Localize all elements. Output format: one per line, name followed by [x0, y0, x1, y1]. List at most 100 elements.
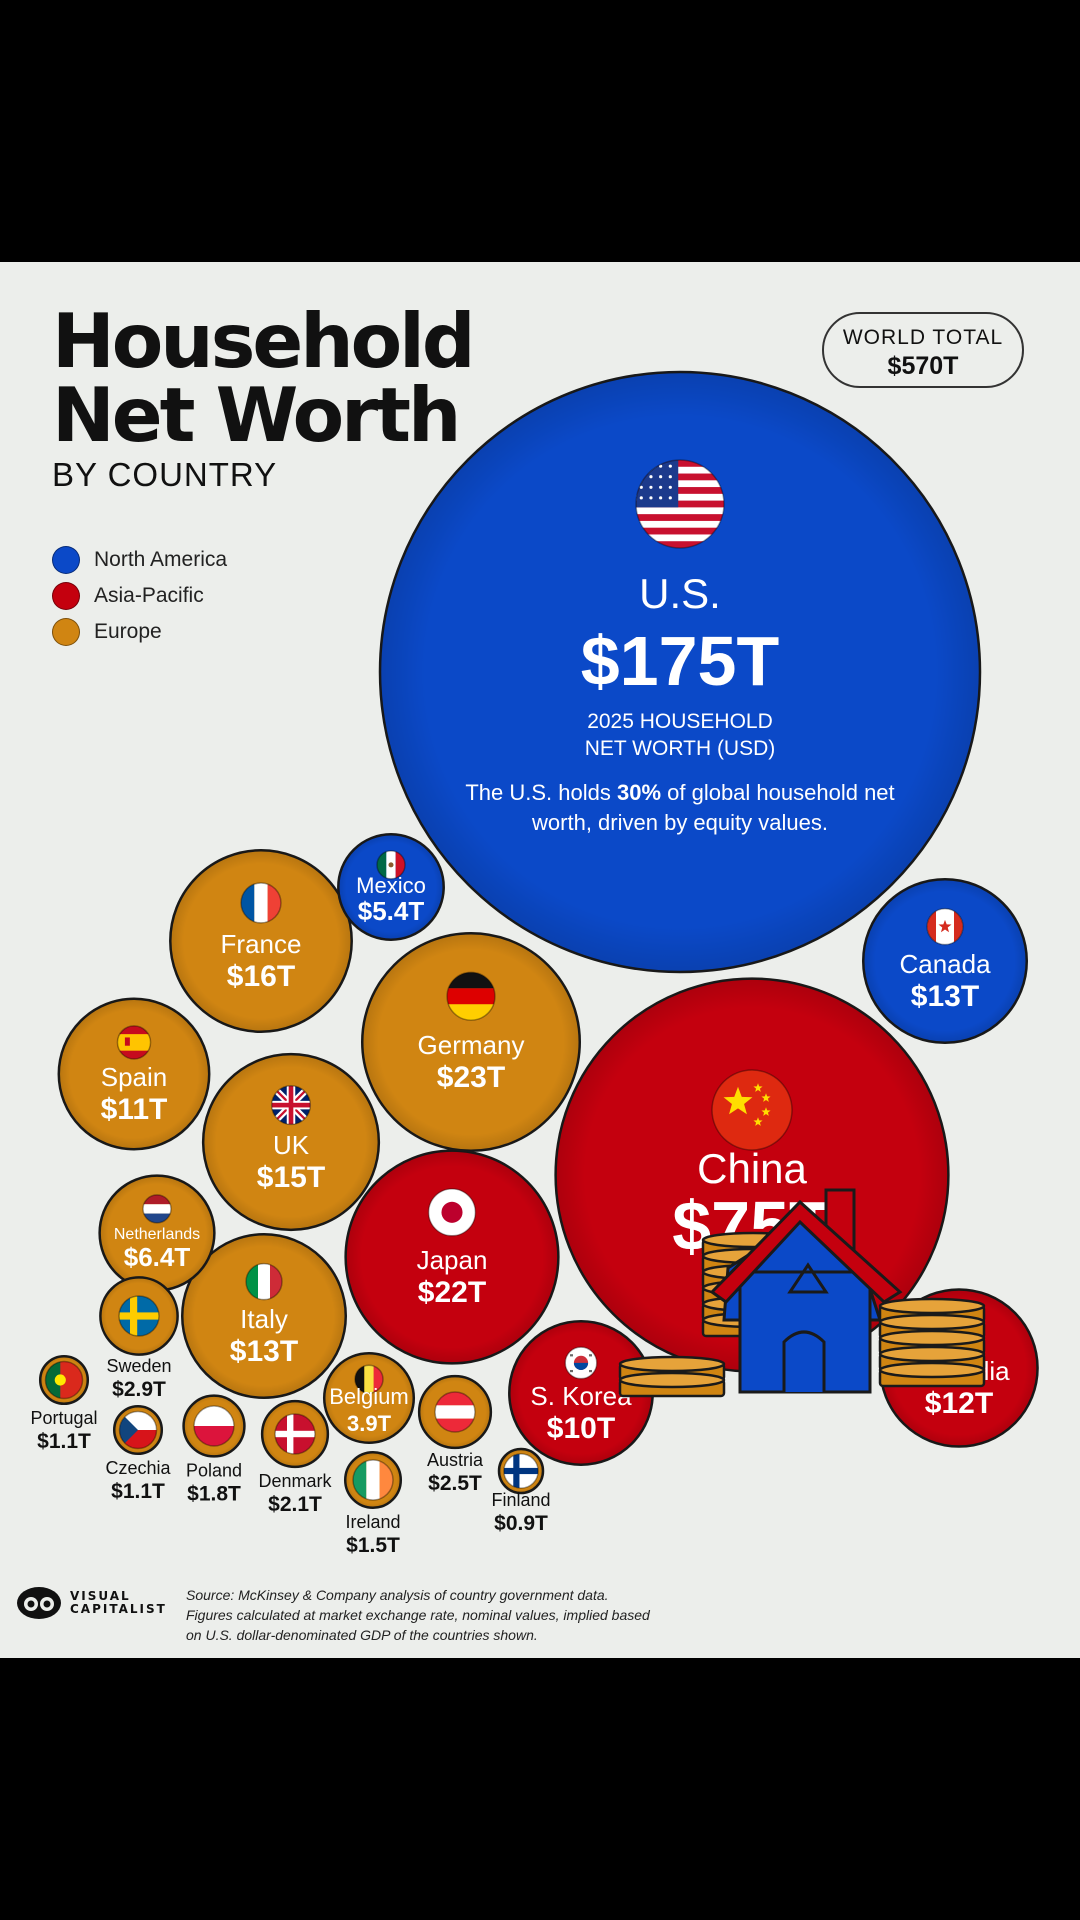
bubble-spain: Spain$11T — [57, 997, 211, 1151]
us-caption-line-1: 2025 HOUSEHOLD — [587, 710, 773, 733]
bubble-label-value: $1.5T — [346, 1534, 400, 1557]
world-total-label: WORLD TOTAL — [842, 326, 1004, 349]
title-line-2: Net Worth — [52, 371, 461, 459]
bubble-label-country: China — [697, 1145, 807, 1192]
infographic-canvas: U.S. $175T 2025 HOUSEHOLD NET WORTH (USD) Ch… — [0, 262, 1080, 1658]
sweden-flag-icon — [118, 1295, 160, 1337]
bubble-label-value: $2.5T — [428, 1472, 482, 1495]
bubble-label-value: $2.9T — [112, 1378, 166, 1401]
italy-flag-icon — [245, 1262, 283, 1301]
bubble-label-value: $12T — [925, 1387, 993, 1420]
logo-word-1: VISUAL — [70, 1589, 131, 1603]
us-note-highlight: 30% — [616, 780, 662, 805]
bubble-label-country: Poland — [186, 1460, 242, 1480]
bubble-label-country: Sweden — [106, 1356, 171, 1376]
bubble-label-value: $13T — [230, 1335, 298, 1368]
legend-item-north-america: North America — [52, 542, 227, 578]
bubble-denmark: Denmark$2.1T — [258, 1399, 333, 1516]
legend-label: North America — [94, 548, 228, 571]
bubble-netherlands: Netherlands$6.4T — [98, 1174, 216, 1292]
bubble-label-country: Netherlands — [114, 1226, 200, 1243]
bubble-label-country: U.S. — [639, 570, 721, 617]
legend-item-europe: Europe — [52, 614, 227, 650]
bubble-finland: Finland$0.9T — [491, 1447, 551, 1535]
bubble-label-country: Portugal — [30, 1408, 97, 1428]
bubble-label-value: 3.9T — [347, 1411, 392, 1436]
logo-wordmark: VISUAL CAPITALIST — [70, 1590, 167, 1616]
canada-flag-icon — [926, 907, 964, 946]
bubble-label-value: $175T — [581, 622, 779, 700]
legend-label: Europe — [94, 620, 162, 643]
page-subtitle: BY COUNTRY — [52, 456, 278, 493]
world-total-value: $570T — [887, 352, 959, 380]
denmark-flag-icon — [274, 1413, 316, 1455]
bubble-portugal: Portugal$1.1T — [30, 1354, 98, 1453]
bubble-label-country: UK — [273, 1130, 310, 1160]
legend-swatch — [52, 618, 80, 646]
bubble-label-value: $0.9T — [494, 1512, 548, 1535]
bubble-label-value: $13T — [911, 980, 979, 1013]
bubble-mexico: Mexico$5.4T — [337, 833, 445, 941]
uk-flag-icon — [270, 1085, 312, 1126]
belgium-flag-icon — [354, 1364, 384, 1394]
bubble-austria: Austria$2.5T — [417, 1374, 493, 1495]
mexico-flag-icon — [376, 850, 406, 880]
us-caption-line-2: NET WORTH (USD) — [585, 737, 776, 760]
visual-capitalist-logo: VISUAL CAPITALIST — [16, 1586, 167, 1620]
bubble-label-value: $6.4T — [124, 1242, 191, 1272]
logo-word-2: CAPITALIST — [70, 1602, 167, 1616]
czechia-flag-icon — [118, 1410, 158, 1450]
bubble-japan: Japan$22T — [344, 1149, 560, 1365]
bubble-label-country: Japan — [417, 1245, 488, 1275]
source-note: Source: McKinsey & Company analysis of c… — [186, 1587, 650, 1643]
legend-swatch — [52, 546, 80, 574]
bubble-label-country: S. Korea — [530, 1381, 632, 1411]
poland-flag-icon — [193, 1405, 235, 1447]
spain-flag-icon — [116, 1025, 152, 1060]
house-and-coins-illustration — [618, 1188, 986, 1398]
bubble-label-value: $15T — [257, 1161, 325, 1194]
portugal-flag-icon — [44, 1360, 84, 1400]
us-note-text-end: of global household net worth, driven by… — [532, 780, 895, 835]
ireland-flag-icon — [352, 1459, 394, 1501]
finland-flag-icon — [503, 1453, 539, 1489]
legend: North America Asia-Pacific Europe — [52, 542, 227, 650]
bubble-label-value: $1.8T — [187, 1482, 241, 1505]
bubble-label-country: Mexico — [356, 873, 426, 898]
bubble-label-country: Finland — [491, 1490, 550, 1510]
bubble-label-country: Czechia — [105, 1458, 171, 1478]
us-note-text: The U.S. holds — [465, 780, 617, 805]
bubble-label-value: $10T — [547, 1412, 615, 1445]
legend-label: Asia-Pacific — [94, 584, 204, 607]
austria-flag-icon — [434, 1391, 476, 1433]
bubble-label-value: $1.1T — [111, 1480, 165, 1503]
page-title: Household Net Worth — [52, 304, 476, 459]
bubble-label-country: Germany — [418, 1030, 525, 1060]
bubble-poland: Poland$1.8T — [182, 1394, 246, 1505]
south-korea-flag-icon — [564, 1346, 598, 1380]
bubble-label-country: Belgium — [329, 1384, 408, 1409]
bubble-canada: Canada$13T — [861, 877, 1029, 1045]
bubble-label-country: Ireland — [345, 1512, 400, 1532]
china-flag-icon — [711, 1069, 793, 1151]
germany-flag-icon — [446, 971, 496, 1021]
bubble-label-value: $16T — [227, 960, 295, 993]
bubble-germany: Germany$23T — [360, 931, 582, 1153]
bubble-label-value: $1.1T — [37, 1430, 91, 1453]
bubble-u-s: U.S. $175T 2025 HOUSEHOLD NET WORTH (USD) — [378, 370, 982, 974]
bubble-sweden: Sweden$2.9T — [99, 1276, 179, 1401]
us-note: The U.S. holds 30% of global household n… — [440, 778, 920, 838]
bubble-label-value: $23T — [437, 1061, 505, 1094]
bubble-uk: UK$15T — [201, 1052, 381, 1232]
bubble-label-country: Canada — [899, 949, 991, 979]
bubble-label-country: France — [221, 929, 302, 959]
logo-mark-icon — [17, 1587, 61, 1619]
world-total-badge: WORLD TOTAL $570T — [822, 312, 1024, 388]
bubble-label-country: Spain — [101, 1062, 168, 1092]
bubble-label-value: $22T — [418, 1276, 486, 1309]
bubble-label-value: $5.4T — [358, 896, 425, 926]
bubble-label-country: Denmark — [258, 1471, 332, 1491]
legend-item-asia-pacific: Asia-Pacific — [52, 578, 227, 614]
bubble-label-country: Italy — [240, 1304, 288, 1334]
